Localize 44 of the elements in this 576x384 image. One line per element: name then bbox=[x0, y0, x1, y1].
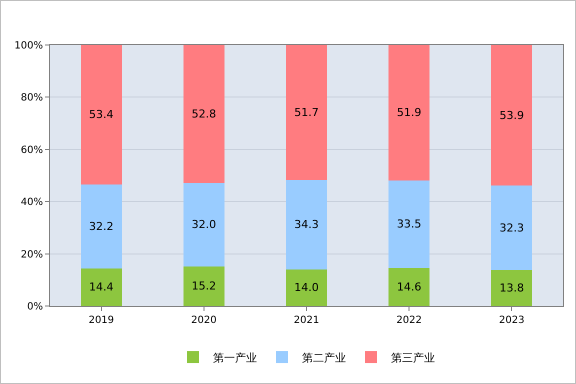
x-tick-label: 2021 bbox=[294, 315, 320, 326]
bar bbox=[491, 186, 532, 270]
data-label: 33.5 bbox=[396, 218, 422, 231]
bar bbox=[80, 268, 122, 306]
y-tick-label: 100% bbox=[14, 40, 43, 52]
data-label: 14.0 bbox=[294, 281, 319, 294]
y-tick-label: 20% bbox=[20, 249, 43, 260]
data-label: 13.8 bbox=[499, 281, 524, 294]
bar bbox=[491, 45, 532, 186]
x-tick-label: 2022 bbox=[396, 315, 422, 326]
bar bbox=[183, 182, 224, 266]
bar bbox=[388, 180, 430, 268]
bar bbox=[183, 266, 224, 306]
bar bbox=[388, 45, 430, 180]
data-label: 14.6 bbox=[396, 280, 422, 294]
bar bbox=[80, 184, 122, 268]
legend-label: 第二产业 bbox=[302, 351, 346, 364]
legend-label: 第一产业 bbox=[213, 351, 257, 364]
bar bbox=[286, 269, 328, 306]
bar bbox=[388, 268, 430, 306]
x-tick-label: 2020 bbox=[191, 315, 217, 326]
data-label: 15.2 bbox=[192, 280, 216, 293]
data-label: 32.3 bbox=[499, 221, 524, 234]
data-label: 32.0 bbox=[192, 218, 216, 232]
data-label: 51.7 bbox=[294, 106, 319, 119]
x-tick-label: 2019 bbox=[88, 315, 114, 326]
data-label: 53.9 bbox=[499, 108, 524, 122]
data-label: 52.8 bbox=[192, 107, 216, 120]
y-tick-label: 60% bbox=[20, 144, 43, 156]
bar bbox=[80, 45, 122, 184]
x-tick-label: 2023 bbox=[498, 315, 524, 326]
data-label: 14.4 bbox=[89, 280, 114, 294]
bar bbox=[286, 180, 328, 270]
data-label: 51.9 bbox=[396, 106, 422, 120]
y-tick-label: 80% bbox=[20, 92, 43, 104]
bar bbox=[286, 45, 328, 180]
y-tick-label: 0% bbox=[27, 302, 43, 312]
data-label: 34.3 bbox=[294, 218, 319, 232]
data-label: 32.2 bbox=[89, 220, 114, 233]
y-tick-label: 40% bbox=[20, 197, 43, 208]
bar bbox=[491, 270, 532, 306]
bar bbox=[183, 45, 224, 183]
legend-label: 第三产业 bbox=[391, 351, 435, 364]
data-label: 53.4 bbox=[89, 108, 114, 122]
